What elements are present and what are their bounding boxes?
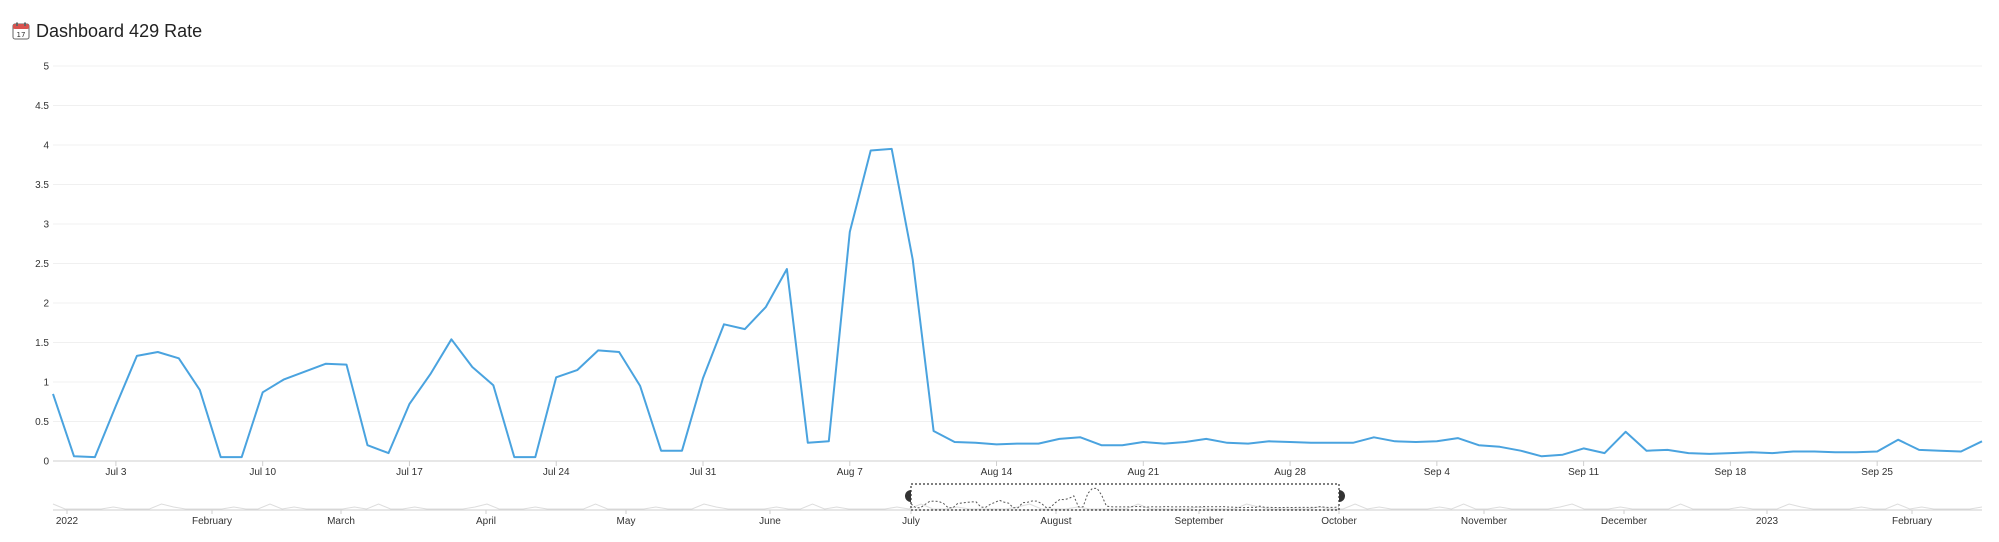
x-tick-label: Sep 25 <box>1861 467 1893 478</box>
navigator-selection-window[interactable] <box>910 483 1340 511</box>
y-tick-label: 5 <box>43 62 49 73</box>
navigator-tick-label: 2022 <box>56 516 79 527</box>
navigator-tick-label: August <box>1040 516 1071 527</box>
navigator-tick-label: September <box>1175 516 1225 527</box>
x-tick-label: Aug 28 <box>1274 467 1306 478</box>
x-tick-label: Sep 11 <box>1568 467 1599 478</box>
navigator-right-handle[interactable] <box>1339 490 1345 502</box>
x-tick-label: Jul 24 <box>543 467 570 478</box>
y-tick-label: 4 <box>43 141 49 152</box>
navigator-left-handle[interactable] <box>905 490 911 502</box>
navigator-tick-label: October <box>1321 516 1357 527</box>
navigator-tick-label: December <box>1601 516 1648 527</box>
chart-header: 17 Dashboard 429 Rate <box>12 18 202 44</box>
navigator-tick-label: May <box>617 516 636 527</box>
y-tick-label: 0.5 <box>35 417 49 428</box>
y-tick-label: 1.5 <box>35 338 49 349</box>
x-tick-label: Jul 3 <box>105 467 127 478</box>
y-tick-label: 4.5 <box>35 101 49 112</box>
y-tick-label: 0 <box>43 457 49 468</box>
navigator-tick-label: April <box>476 516 496 527</box>
navigator-overview-line <box>52 503 1983 510</box>
navigator-tick-label: November <box>1461 516 1508 527</box>
x-tick-label: Aug 7 <box>837 467 864 478</box>
x-tick-label: Jul 31 <box>690 467 717 478</box>
calendar-icon: 17 <box>12 22 30 40</box>
navigator-tick-label: July <box>902 516 920 527</box>
navigator-tick-label: March <box>327 516 355 527</box>
x-tick-label: Sep 4 <box>1424 467 1451 478</box>
y-tick-label: 1 <box>43 378 49 389</box>
x-tick-label: Sep 18 <box>1715 467 1747 478</box>
chart-title: Dashboard 429 Rate <box>36 21 203 41</box>
x-tick-label: Aug 14 <box>981 467 1013 478</box>
x-tick-label: Jul 10 <box>249 467 276 478</box>
navigator-selected-trace <box>910 487 1340 509</box>
navigator-tick-label: February <box>192 516 232 527</box>
x-tick-label: Aug 21 <box>1127 467 1159 478</box>
navigator-tick-label: 2023 <box>1756 516 1779 527</box>
svg-text:17: 17 <box>17 31 26 39</box>
y-tick-label: 2 <box>43 299 49 310</box>
y-tick-label: 3.5 <box>35 180 49 191</box>
series-line <box>52 147 1983 459</box>
navigator-tick-label: February <box>1892 516 1932 527</box>
x-tick-label: Jul 17 <box>396 467 423 478</box>
navigator-tick-label: June <box>759 516 781 527</box>
y-tick-label: 3 <box>43 220 49 231</box>
y-tick-label: 2.5 <box>35 259 49 270</box>
